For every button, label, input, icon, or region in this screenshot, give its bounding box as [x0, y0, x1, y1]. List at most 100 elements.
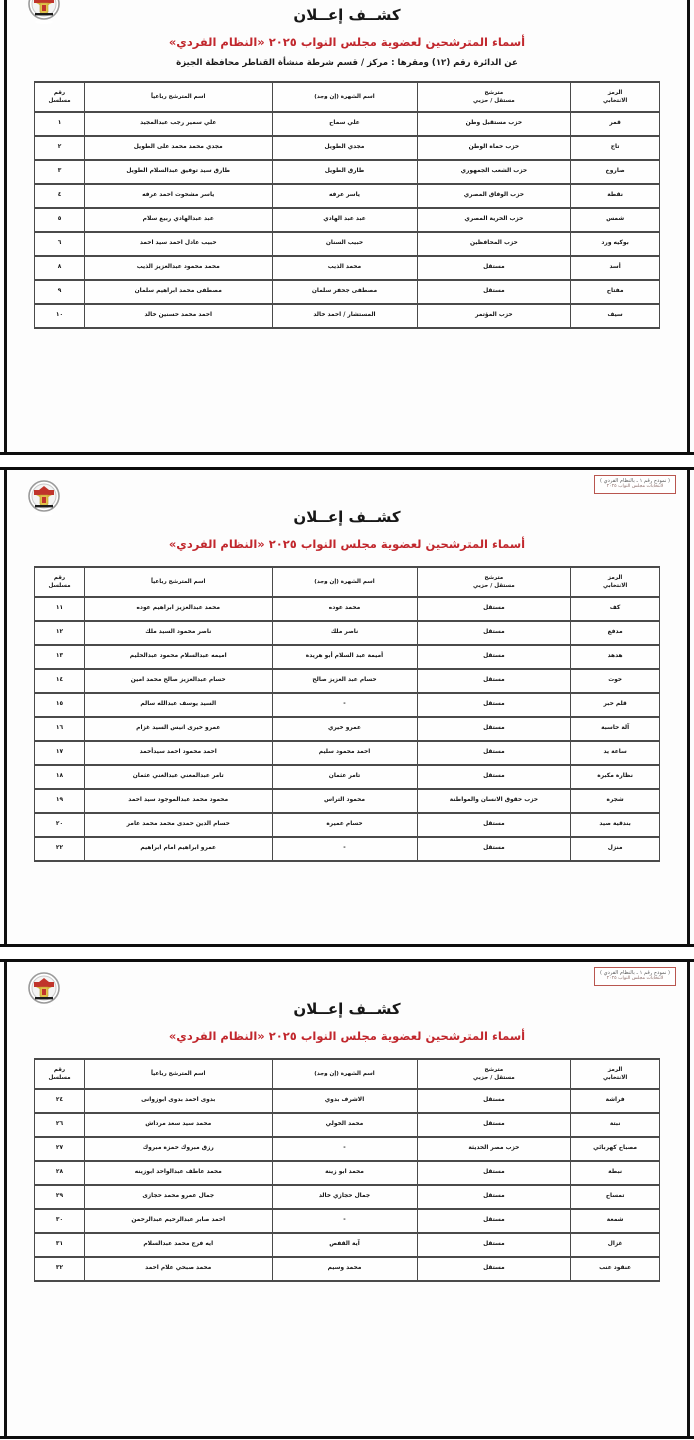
cell-nickname: محمد عوده — [271, 596, 418, 622]
cell-nickname: حبيب السنان — [271, 231, 418, 257]
table-row: تاج حزب حماة الوطن مجدي الطويل مجدي محمد مح… — [34, 135, 660, 161]
column-header-full-name: اسم المترشح رباعياً — [84, 81, 273, 113]
cell-serial: ٣١ — [34, 1232, 85, 1258]
form-number-box: ( نموذج رقم ١ ـ بالنظام الفردي ) لانتخابا… — [594, 967, 676, 987]
cell-symbol: نقطة — [570, 183, 660, 209]
form-number-line-1: ( نموذج رقم ١ ـ بالنظام الفردي ) — [600, 478, 670, 484]
cell-full-name: جمال عمرو محمد حجازى — [84, 1184, 273, 1210]
table-row: مصباح كهربائي حزب مصر الحديثة - رزق مبروك ح… — [34, 1136, 660, 1162]
cell-serial: ٥ — [34, 207, 85, 233]
candidates-table: الرمز الانتخابي مترشح مستقل / حزبي اسم الشهر… — [34, 1058, 660, 1282]
page-subtitle-red: أسماء المترشحين لعضوية مجلس النواب ٢٠٢٥ … — [168, 35, 526, 49]
table-row: نبتة مستقل محمد الخولي محمد سيد سعد مرداش ٢٦ — [34, 1112, 660, 1138]
page-edge-rule — [687, 0, 690, 452]
column-header-serial: رقم مسلسل — [34, 566, 85, 598]
cell-party: مستقل — [416, 1112, 572, 1138]
cell-full-name: بدوى احمد بدوى ابوزوانى — [84, 1088, 273, 1114]
cell-full-name: محمد سيد سعد مرداش — [84, 1112, 273, 1138]
cell-serial: ١١ — [34, 596, 85, 622]
cell-serial: ١٨ — [34, 764, 85, 790]
cell-symbol: شمعة — [570, 1208, 660, 1234]
table-row: فراشة مستقل الاشرف بدوي بدوى احمد بدوى ابوز… — [34, 1088, 660, 1114]
cell-full-name: طارق سيد توفيق عبدالسلام الطويل — [84, 159, 273, 185]
cell-symbol: نظارة مكبرة — [570, 764, 660, 790]
cell-symbol: قلم حبر — [570, 692, 660, 718]
cell-serial: ١٠ — [34, 303, 85, 329]
table-row: شجرة حزب حقوق الانسان والمواطنة محمود التر… — [34, 788, 660, 814]
cell-symbol: صاروخ — [570, 159, 660, 185]
cell-full-name: اميمه عبدالسلام محمود عبدالحليم — [84, 644, 273, 670]
cell-symbol: بندقية صيد — [570, 812, 660, 838]
page-subtitle-district: عن الدائرة رقم (١٢) ومقرها : مركز / قسم … — [176, 58, 518, 68]
cell-serial: ٢٤ — [34, 1088, 85, 1114]
cell-party: مستقل — [416, 1184, 572, 1210]
cell-full-name: ياسر مشحوت احمد عرفه — [84, 183, 273, 209]
document-page-3: ( نموذج رقم ١ ـ بالنظام الفردي ) لانتخابا… — [0, 959, 694, 1439]
cell-serial: ٢٢ — [34, 836, 85, 862]
cell-nickname: محمد ابو زينة — [271, 1160, 418, 1186]
document-page-2: ( نموذج رقم ١ ـ بالنظام الفردي ) لانتخابا… — [0, 467, 694, 947]
form-number-line-2: لانتخابات مجلس النواب ٢٠٢٥ — [606, 484, 664, 490]
cell-party: مستقل — [416, 668, 572, 694]
cell-full-name: علي سمير رجب عبدالمجيد — [84, 111, 273, 137]
table-row: تمساح مستقل جمال حجازي خالد جمال عمرو محمد … — [34, 1184, 660, 1210]
cell-symbol: سيف — [570, 303, 660, 329]
cell-full-name: محمد صبحي علام احمد — [84, 1256, 273, 1282]
cell-serial: ١٦ — [34, 716, 85, 742]
table-row: أسد مستقل محمد الذيب محمد محمود عبدالعزيز ا… — [34, 255, 660, 281]
cell-symbol: آلة حاسبة — [570, 716, 660, 742]
column-header-serial: رقم مسلسل — [34, 1058, 85, 1090]
cell-full-name: احمد محمد حسنين خالد — [84, 303, 273, 329]
cell-party: حزب حقوق الانسان والمواطنة — [416, 788, 572, 814]
cell-party: مستقل — [416, 692, 572, 718]
table-row: غزال مستقل آية القفص ايه فرج محمد عبدالسلام… — [34, 1232, 660, 1258]
page-headings: كشــف إعــلان أسماء المترشحين لعضوية مجلس… — [0, 0, 694, 68]
cell-nickname: أميمة عبد السلام أبو هريدة — [271, 644, 418, 670]
form-number-line-1: ( نموذج رقم ١ ـ بالنظام الفردي ) — [600, 970, 670, 976]
cell-full-name: عبد عبدالهادي ربيع سلام — [84, 207, 273, 233]
cell-party: مستقل — [416, 1256, 572, 1282]
cell-symbol: مدفع — [570, 620, 660, 646]
cell-party: مستقل — [416, 1208, 572, 1234]
cell-party: حزب الحرية المصري — [416, 207, 572, 233]
cell-party: مستقل — [416, 836, 572, 862]
cell-nickname: ياسر عرفه — [271, 183, 418, 209]
table-row: نقطة حزب الوفاق المصري ياسر عرفه ياسر مشحوت… — [34, 183, 660, 209]
cell-symbol: نبتة — [570, 1112, 660, 1138]
document-page-1: كشــف إعــلان أسماء المترشحين لعضوية مجلس… — [0, 0, 694, 455]
page-edge-rule — [687, 962, 690, 1436]
column-header-symbol: الرمز الانتخابي — [570, 566, 660, 598]
cell-symbol: شمس — [570, 207, 660, 233]
column-header-full-name: اسم المترشح رباعياً — [84, 566, 273, 598]
column-header-party: مترشح مستقل / حزبي — [416, 81, 572, 113]
cell-party: مستقل — [416, 255, 572, 281]
table-row: سيف حزب المؤتمر المستشار / احمد خالد احمد م… — [34, 303, 660, 329]
page-headings: كشــف إعــلان أسماء المترشحين لعضوية مجلس… — [0, 470, 694, 551]
page-separator — [0, 947, 694, 959]
form-number-box: ( نموذج رقم ١ ـ بالنظام الفردي ) لانتخابا… — [594, 475, 676, 495]
egypt-eagle-emblem-icon — [27, 970, 61, 1010]
table-row: ساعة يد مستقل احمد محمود سليم احمد محمود اح… — [34, 740, 660, 766]
cell-serial: ١٥ — [34, 692, 85, 718]
cell-nickname: - — [271, 1208, 418, 1234]
candidates-table-wrapper: الرمز الانتخابي مترشح مستقل / حزبي اسم الشهر… — [0, 1058, 694, 1282]
cell-serial: ٢٧ — [34, 1136, 85, 1162]
cell-symbol: مفتاح — [570, 279, 660, 305]
column-header-party: مترشح مستقل / حزبي — [416, 1058, 572, 1090]
column-header-symbol: الرمز الانتخابي — [570, 1058, 660, 1090]
egypt-eagle-emblem-icon — [27, 0, 61, 26]
cell-symbol: منزل — [570, 836, 660, 862]
cell-serial: ٢٠ — [34, 812, 85, 838]
cell-nickname: ناصر ملك — [271, 620, 418, 646]
cell-party: مستقل — [416, 740, 572, 766]
cell-symbol: قمر — [570, 111, 660, 137]
cell-full-name: عمرو خيرى انيس السيد غزام — [84, 716, 273, 742]
cell-party: مستقل — [416, 764, 572, 790]
cell-full-name: احمد صابر عبدالرحيم عبدالرحمن — [84, 1208, 273, 1234]
cell-full-name: رزق مبروك حمزة مبروك — [84, 1136, 273, 1162]
cell-full-name: محمد عبدالعزيز ابراهيم عوده — [84, 596, 273, 622]
cell-serial: ١٩ — [34, 788, 85, 814]
form-number-line-2: لانتخابات مجلس النواب ٢٠٢٥ — [606, 976, 664, 982]
cell-symbol: نبطة — [570, 1160, 660, 1186]
cell-symbol: فراشة — [570, 1088, 660, 1114]
